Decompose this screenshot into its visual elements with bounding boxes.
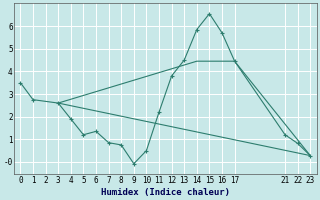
X-axis label: Humidex (Indice chaleur): Humidex (Indice chaleur) xyxy=(101,188,230,197)
